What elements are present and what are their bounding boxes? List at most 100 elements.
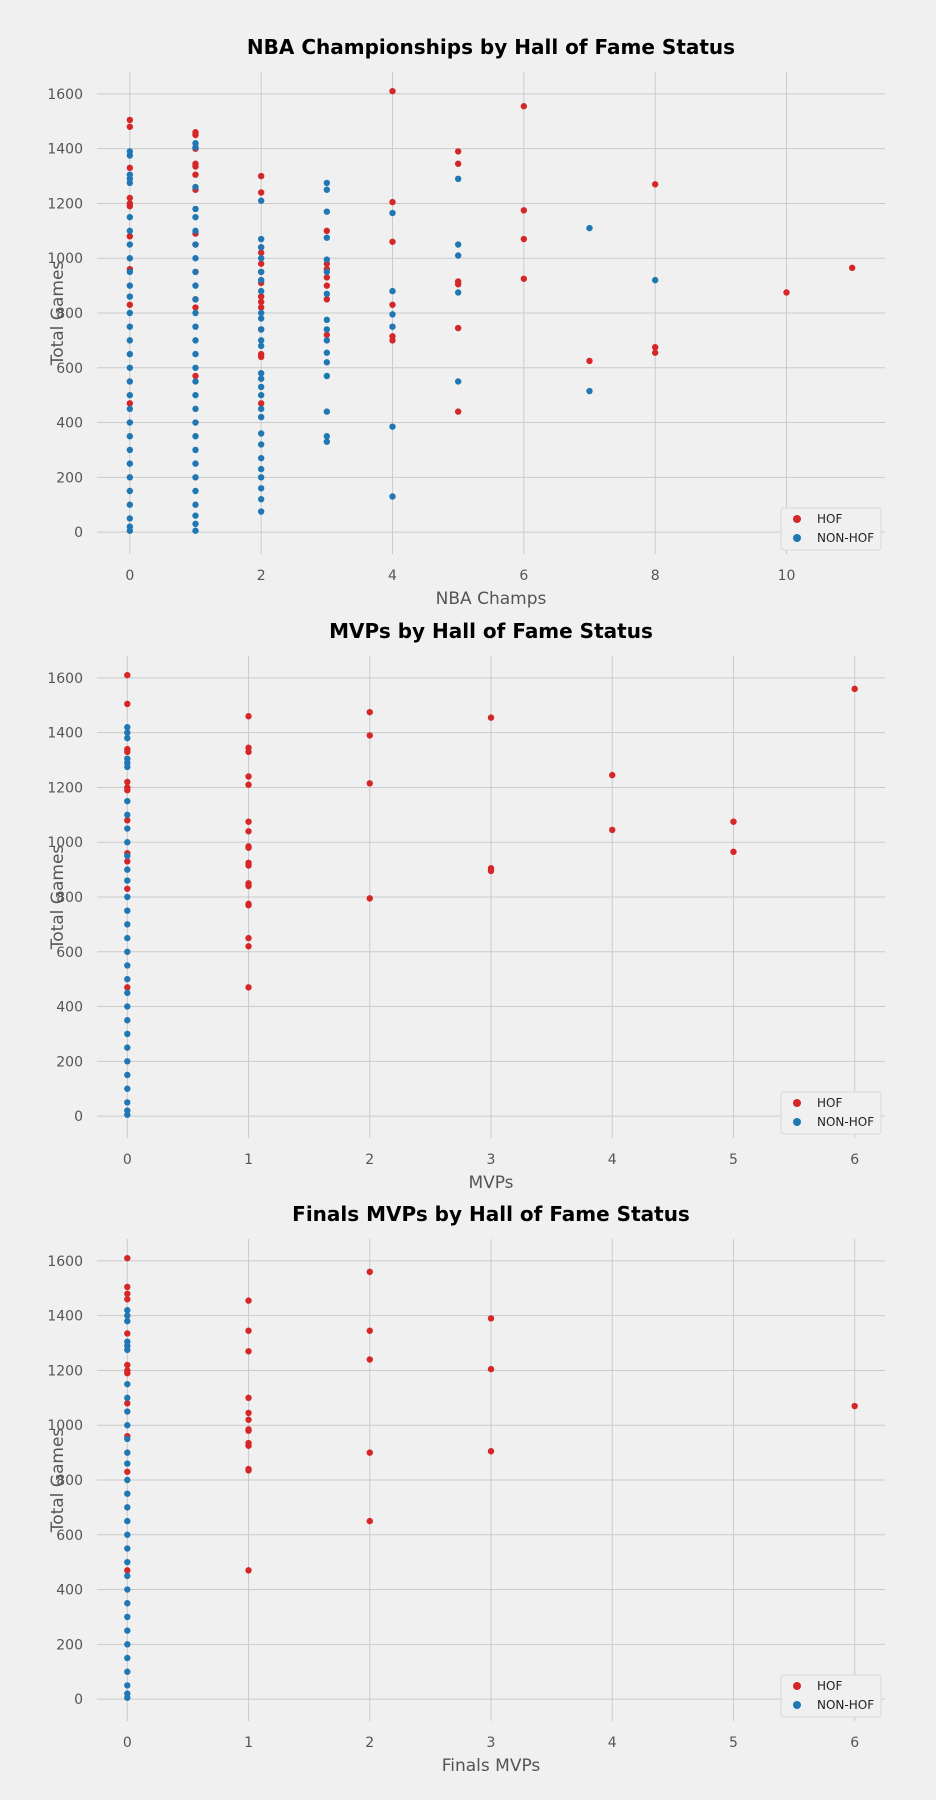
point-non-hof: [323, 186, 331, 193]
x-tick-label: 8: [651, 568, 660, 584]
point-non-hof: [192, 268, 199, 276]
point-hof: [124, 858, 131, 865]
point-non-hof: [257, 244, 265, 251]
point-non-hof: [192, 527, 199, 534]
point-hof: [245, 943, 252, 950]
x-tick-label: 5: [729, 1152, 738, 1168]
point-non-hof: [192, 378, 199, 385]
point-non-hof: [389, 323, 396, 330]
y-axis-label: Total Games: [48, 1428, 68, 1534]
point-hof: [323, 296, 331, 303]
point-non-hof: [124, 934, 131, 942]
point-non-hof: [192, 227, 199, 235]
point-hof: [124, 786, 131, 794]
legend-label-non-hof: NON-HOF: [817, 1115, 874, 1129]
point-hof: [851, 685, 858, 693]
y-tick-label: 400: [56, 1583, 83, 1599]
chart-title: Finals MVPs by Hall of Fame Status: [292, 1202, 690, 1226]
point-non-hof: [124, 724, 131, 731]
point-non-hof: [192, 391, 199, 399]
y-tick-label: 1200: [47, 196, 83, 212]
point-non-hof: [323, 349, 331, 356]
point-hof: [192, 171, 199, 178]
point-hof: [454, 148, 462, 155]
point-non-hof: [257, 474, 265, 481]
point-non-hof: [124, 921, 131, 928]
point-hof: [245, 844, 252, 851]
point-hof: [126, 202, 134, 210]
x-tick-label: 0: [123, 1735, 132, 1751]
point-hof: [323, 282, 331, 289]
point-non-hof: [257, 197, 265, 204]
point-non-hof: [124, 763, 131, 771]
point-non-hof: [257, 268, 265, 276]
point-hof: [192, 163, 199, 170]
legend: HOF NON-HOF: [780, 1091, 882, 1135]
point-hof: [389, 337, 396, 344]
point-non-hof: [124, 1627, 131, 1634]
point-non-hof: [124, 729, 131, 736]
point-non-hof: [651, 276, 659, 284]
legend: HOF NON-HOF: [780, 1674, 882, 1718]
point-hof: [126, 194, 134, 202]
point-non-hof: [257, 326, 265, 333]
point-non-hof: [257, 441, 265, 448]
point-hof: [454, 408, 462, 415]
point-non-hof: [192, 350, 199, 358]
point-hof: [487, 714, 495, 721]
point-non-hof: [323, 208, 331, 215]
legend-label-non-hof: NON-HOF: [817, 531, 874, 545]
legend-box: [780, 1091, 882, 1135]
point-non-hof: [323, 179, 331, 187]
point-non-hof: [192, 446, 199, 454]
point-non-hof: [192, 487, 199, 495]
point-hof: [245, 934, 252, 942]
y-tick-label: 1600: [47, 1254, 83, 1270]
point-non-hof: [257, 405, 265, 413]
point-hof: [520, 275, 528, 282]
point-non-hof: [323, 326, 331, 333]
x-tick-label: 3: [487, 1152, 496, 1168]
legend-label-hof: HOF: [817, 1096, 842, 1110]
point-non-hof: [124, 877, 131, 884]
point-hof: [520, 207, 528, 214]
point-non-hof: [126, 487, 134, 495]
point-non-hof: [124, 1408, 131, 1415]
point-hof: [848, 264, 856, 272]
point-hof: [245, 1348, 252, 1355]
point-non-hof: [124, 1449, 131, 1456]
point-non-hof: [192, 419, 199, 426]
point-non-hof: [257, 508, 265, 515]
point-non-hof: [124, 1531, 131, 1538]
point-non-hof: [126, 474, 134, 481]
x-tick-label: 10: [778, 568, 796, 584]
point-non-hof: [126, 152, 134, 159]
legend-marker-hof: [793, 1682, 801, 1690]
x-axis-label: Finals MVPs: [442, 1756, 541, 1776]
point-non-hof: [124, 989, 131, 997]
point-non-hof: [323, 372, 331, 380]
point-non-hof: [124, 1085, 131, 1092]
legend-label-hof: HOF: [817, 1679, 842, 1693]
point-non-hof: [124, 893, 131, 901]
point-non-hof: [124, 1422, 131, 1429]
point-hof: [124, 700, 131, 708]
y-tick-label: 1000: [47, 1418, 83, 1434]
point-non-hof: [126, 350, 134, 358]
point-non-hof: [124, 948, 131, 955]
x-tick-label: 1: [244, 1152, 253, 1168]
y-tick-label: 1200: [47, 1363, 83, 1379]
point-non-hof: [192, 144, 199, 151]
point-non-hof: [389, 311, 396, 318]
y-tick-label: 1400: [47, 142, 83, 158]
point-hof: [651, 344, 659, 351]
x-tick-label: 6: [519, 568, 528, 584]
x-tick-label: 0: [125, 568, 134, 584]
point-hof: [783, 289, 790, 296]
point-hof: [245, 1394, 252, 1402]
point-non-hof: [323, 290, 331, 298]
point-hof: [124, 1330, 131, 1337]
point-non-hof: [389, 423, 396, 430]
y-tick-label: 800: [56, 306, 83, 322]
